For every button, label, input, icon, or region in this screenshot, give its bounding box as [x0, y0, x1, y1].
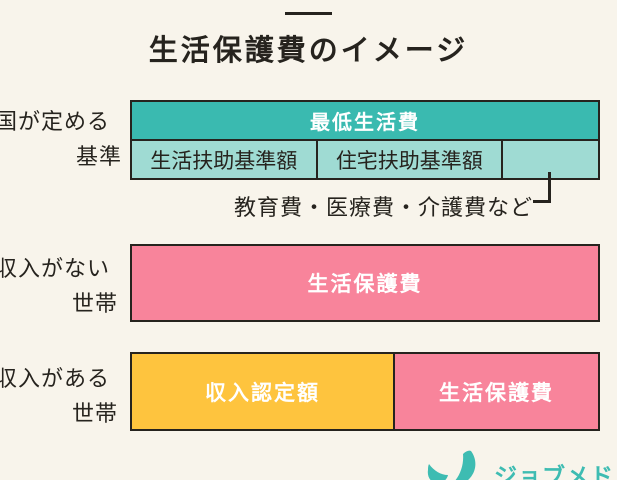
jobmedley-logo: ジョブメドレー [426, 448, 617, 480]
with-income-label-line2: 世帯 [72, 401, 119, 426]
housing-assistance-cell: 住宅扶助基準額 [315, 141, 501, 178]
jobmedley-swoosh-icon [427, 450, 476, 480]
annotation-connector-line [533, 172, 551, 203]
with-income-bar-group: 収入認定額 生活保護費 [130, 352, 600, 431]
with-income-label-line1: 収入がある [0, 366, 111, 391]
income-assessment-segment: 収入認定額 [132, 354, 393, 429]
minimum-living-cost-bar: 最低生活費 [130, 100, 600, 141]
page-title: 生活保護費のイメージ [148, 35, 469, 67]
other-costs-annotation: 教育費・医療費・介護費など [233, 195, 533, 220]
other-costs-cell [501, 141, 598, 178]
no-income-label-line1: 収入がない [0, 256, 111, 281]
welfare-bar-no-income: 生活保護費 [130, 244, 600, 322]
standard-row-label-line2: 基準 [76, 144, 123, 169]
livelihood-assistance-cell: 生活扶助基準額 [150, 149, 298, 173]
standard-bar-group: 最低生活費 生活扶助基準額 住宅扶助基準額 [130, 100, 600, 180]
jobmedley-logo-text: ジョブメドレー [494, 463, 617, 480]
welfare-segment-with-income: 生活保護費 [392, 354, 598, 429]
title-accent-line [285, 12, 332, 15]
no-income-label-line2: 世帯 [72, 291, 119, 316]
standard-row-label-line1: 国が定める [0, 109, 111, 134]
standard-breakdown-row: 生活扶助基準額 住宅扶助基準額 [130, 141, 600, 180]
